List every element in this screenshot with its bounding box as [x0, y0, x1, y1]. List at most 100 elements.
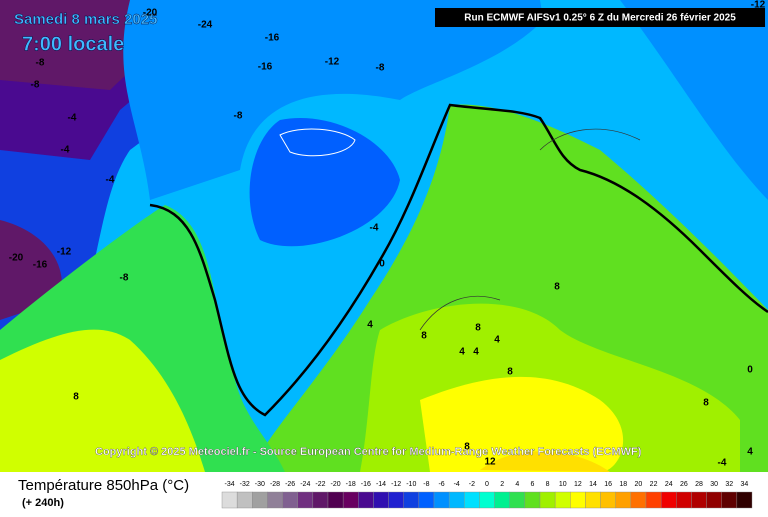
- warmest-area: [480, 451, 610, 472]
- scale-cell: [252, 491, 268, 509]
- contour-label: -12: [325, 57, 340, 68]
- scale-cell: [585, 491, 601, 509]
- contour-label: 8: [507, 367, 513, 378]
- scale-cell: [494, 491, 510, 509]
- scale-cell: [418, 491, 435, 509]
- scale-cell: [312, 491, 329, 509]
- scale-cell: [645, 491, 662, 509]
- scale-label: 32: [725, 481, 733, 488]
- contour-label: 8: [475, 323, 481, 334]
- scale-label: 0: [485, 481, 489, 488]
- scale-cell: [509, 491, 526, 509]
- scale-cell: [464, 491, 480, 509]
- scale-label: 18: [619, 481, 627, 488]
- scale-cell: [388, 491, 404, 509]
- scale-cell: [403, 491, 420, 509]
- scale-label: 22: [650, 481, 658, 488]
- contour-label: -20: [9, 253, 24, 264]
- scale-cell: [267, 491, 283, 509]
- color-scale: -34 -32 -30 -28 -26 -24 -22 -20 -18 -16 -14 -12 -10-…: [221, 481, 753, 509]
- scale-cell: [691, 491, 707, 509]
- scale-cell: [570, 491, 586, 509]
- scale-cell: [358, 491, 374, 509]
- scale-cell: [373, 491, 389, 509]
- contour-label: -4: [61, 145, 70, 156]
- scale-label: 28: [695, 481, 703, 488]
- scale-label: -30: [255, 481, 265, 488]
- contour-label: 4: [459, 347, 465, 358]
- scale-label: -34: [225, 481, 235, 488]
- copyright: Copyright © 2025 Meteociel.fr - Source E…: [95, 446, 642, 458]
- scale-cell: [676, 491, 692, 509]
- scale-cell: [736, 491, 753, 509]
- northeast-cold: [620, 0, 768, 200]
- forecast-time: 7:00 locale: [22, 33, 124, 55]
- scale-label: -22: [315, 481, 325, 488]
- contour-label: 8: [73, 392, 79, 403]
- contour-label: -4: [106, 175, 115, 186]
- scale-label: -12: [391, 481, 401, 488]
- scale-cell: [282, 491, 298, 509]
- scale-cell: [433, 491, 450, 509]
- contour-label: 4: [494, 335, 500, 346]
- contour-label: 4: [367, 320, 373, 331]
- scale-cell: [660, 491, 677, 509]
- scale-label: 16: [604, 481, 612, 488]
- scale-label: -32: [240, 481, 250, 488]
- zero-isotherm: [149, 103, 768, 417]
- scale-cell: [448, 491, 465, 509]
- contour-labels: -20-24-16-16 -12-8-8-8-4-4-8-4-404-20-16-…: [9, 0, 766, 469]
- contour-label: -12: [751, 0, 766, 11]
- scale-cell: [600, 491, 616, 509]
- contour-label: -16: [265, 33, 280, 44]
- contour-label: -8: [234, 111, 243, 122]
- scale-label: 24: [665, 481, 673, 488]
- scale-label: -4: [454, 481, 460, 488]
- scale-cell: [297, 491, 314, 509]
- scale-label: -26: [285, 481, 295, 488]
- contour-label: 12: [484, 457, 496, 468]
- scale-cell: [524, 491, 541, 509]
- scale-label: 30: [710, 481, 718, 488]
- contour-label: -8: [31, 80, 40, 91]
- scale-cell: [479, 491, 495, 509]
- scale-label: -28: [270, 481, 280, 488]
- contour-label: 8: [703, 398, 709, 409]
- scale-label: -18: [346, 481, 356, 488]
- scale-label: 8: [546, 481, 550, 488]
- legend-lead: (+ 240h): [22, 497, 64, 509]
- scale-label: 4: [515, 481, 519, 488]
- contour-label: -20: [143, 8, 158, 19]
- legend-title: Température 850hPa (°C): [18, 477, 189, 494]
- scale-label: 14: [589, 481, 597, 488]
- scale-cell: [721, 491, 738, 509]
- warm-southwest: [0, 329, 205, 472]
- scale-label: -2: [469, 481, 475, 488]
- warm-mediterranean: [420, 376, 624, 472]
- scale-cell: [327, 491, 344, 509]
- run-info: Run ECMWF AIFSv1 0.25° 6 Z du Mercredi 2…: [464, 13, 736, 24]
- contour-label: 4: [747, 447, 753, 458]
- scale-cell: [342, 491, 359, 509]
- contour-label: 0: [747, 365, 753, 376]
- contour-label: 8: [421, 331, 427, 342]
- scale-cell: [221, 491, 238, 509]
- scale-label: 26: [680, 481, 688, 488]
- scale-cell: [630, 491, 647, 509]
- contour-label: -16: [258, 62, 273, 73]
- contour-label: -8: [376, 63, 385, 74]
- scale-label: -8: [423, 481, 429, 488]
- contour-label: 8: [464, 442, 470, 453]
- scale-label: 2: [500, 481, 504, 488]
- map: Run ECMWF AIFSv1 0.25° 6 Z du Mercredi 2…: [0, 0, 768, 472]
- contour-label: -16: [33, 260, 48, 271]
- contour-label: -4: [370, 223, 379, 234]
- contour-label: 8: [554, 282, 560, 293]
- run-banner: [435, 8, 765, 27]
- contour-label: -4: [68, 113, 77, 124]
- scale-label: 10: [559, 481, 567, 488]
- scale-cell: [554, 491, 571, 509]
- cool-pool: [249, 118, 400, 247]
- scale-label: 12: [574, 481, 582, 488]
